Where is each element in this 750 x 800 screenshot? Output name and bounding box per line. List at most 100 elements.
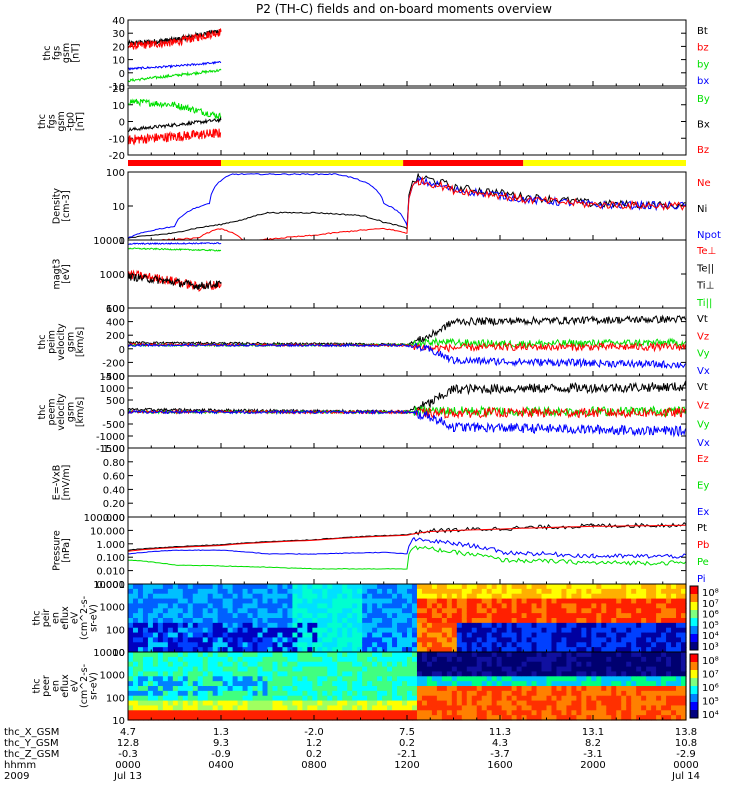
- spectrogram-cell: [411, 622, 418, 629]
- spectrogram-cell: [676, 647, 682, 653]
- spectrogram-cell: [576, 627, 582, 634]
- spectrogram-cell: [162, 661, 169, 668]
- spectrogram-cell: [511, 618, 518, 624]
- spectrogram-cell: [377, 690, 383, 697]
- spectrogram-cell: [277, 608, 284, 614]
- colorbar-step: [690, 602, 698, 611]
- spectrogram-cell: [411, 637, 418, 643]
- spectrogram-cell: [207, 618, 214, 624]
- spectrogram-cell: [511, 700, 518, 707]
- spectrogram-cell: [137, 598, 144, 605]
- spectrogram-cell: [337, 671, 343, 677]
- y-tick-label: 1000: [100, 671, 125, 682]
- spectrogram-cell: [611, 710, 617, 716]
- spectrogram-cell: [451, 593, 458, 600]
- spectrogram-cell: [501, 647, 508, 653]
- spectrogram-cell: [342, 686, 348, 692]
- spectrogram-cell: [277, 695, 284, 702]
- spectrogram-cell: [142, 671, 149, 677]
- spectrogram-cell: [571, 690, 577, 697]
- spectrogram-cell: [132, 710, 139, 716]
- spectrogram-cell: [377, 603, 383, 609]
- spectrogram-cell: [646, 705, 652, 711]
- spectrogram-cell: [411, 613, 418, 619]
- spectrogram-cell: [426, 710, 433, 716]
- spectrogram-cell: [157, 656, 164, 663]
- spectrogram-cell: [217, 705, 224, 711]
- spectrogram-cell: [182, 618, 189, 624]
- spectrogram-cell: [511, 695, 518, 702]
- spectrogram-cell: [631, 627, 637, 634]
- panel-data: [127, 173, 687, 241]
- spectrogram-cell: [426, 613, 433, 619]
- y-axis-label: fgs: [51, 46, 62, 60]
- spectrogram-cell: [601, 637, 607, 643]
- spectrogram-cell: [516, 661, 523, 668]
- spectrogram-cell: [257, 676, 264, 682]
- spectrogram-cell: [626, 622, 632, 629]
- spectrogram-cell: [601, 686, 607, 692]
- spectrogram-cell: [242, 690, 249, 697]
- spectrogram-cell: [247, 686, 254, 692]
- spectrogram-cell: [372, 588, 378, 595]
- spectrogram-cell: [382, 608, 388, 614]
- spectrogram-cell: [576, 695, 582, 702]
- spectrogram-cell: [367, 710, 373, 716]
- spectrogram-cell: [252, 632, 259, 639]
- spectrogram-cell: [531, 613, 538, 619]
- spectrogram-cell: [407, 637, 413, 643]
- spectrogram-cell: [536, 588, 543, 595]
- spectrogram-cell: [636, 676, 642, 682]
- spectrogram-cell: [501, 593, 508, 600]
- spectrogram-cell: [416, 661, 423, 668]
- spectrogram-cell: [342, 584, 348, 590]
- spectrogram-cell: [132, 637, 139, 643]
- spectrogram-cell: [556, 642, 563, 648]
- spectrogram-cell: [222, 656, 229, 663]
- spectrogram-cell: [636, 695, 642, 702]
- spectrogram-cell: [367, 652, 373, 658]
- spectrogram-cell: [187, 661, 194, 668]
- spectrogram-cell: [317, 715, 323, 721]
- spectrogram-cell: [606, 652, 612, 658]
- figure-title: P2 (TH-C) fields and on-board moments ov…: [256, 2, 552, 16]
- spectrogram-cell: [247, 710, 254, 716]
- spectrogram-cell: [162, 681, 169, 687]
- spectrogram-cell: [621, 715, 627, 721]
- spectrogram-cell: [377, 584, 383, 590]
- spectrogram-cell: [232, 637, 239, 643]
- spectrogram-cell: [561, 588, 568, 595]
- spectrogram-cell: [456, 705, 463, 711]
- spectrogram-cell: [421, 671, 428, 677]
- spectrogram-cell: [232, 613, 239, 619]
- spectrogram-cell: [227, 593, 234, 600]
- spectrogram-cell: [426, 681, 433, 687]
- spectrogram-cell: [656, 690, 662, 697]
- spectrogram-cell: [282, 608, 289, 614]
- spectrogram-cell: [681, 647, 687, 653]
- spectrogram-cell: [616, 647, 622, 653]
- spectrogram-cell: [576, 622, 582, 629]
- spectrogram-cell: [651, 622, 657, 629]
- spectrogram-cell: [541, 700, 548, 707]
- spectrogram-cell: [431, 700, 438, 707]
- y-axis-label: [km/s]: [75, 327, 86, 357]
- spectrogram-cell: [681, 715, 687, 721]
- spectrogram-cell: [397, 652, 403, 658]
- spectrogram-cell: [187, 686, 194, 692]
- spectrogram-cell: [282, 700, 289, 707]
- spectrogram-cell: [362, 593, 368, 600]
- spectrogram-cell: [232, 661, 239, 668]
- spectrogram-cell: [242, 647, 249, 653]
- spectrogram-cell: [317, 661, 323, 668]
- mode-bar-segment: [403, 160, 524, 166]
- spectrogram-cell: [342, 656, 348, 663]
- spectrogram-cell: [362, 618, 368, 624]
- spectrogram-cell: [461, 715, 468, 721]
- spectrogram-cell: [297, 647, 303, 653]
- legend-Ti||: Ti||: [696, 298, 712, 309]
- spectrogram-cell: [347, 671, 353, 677]
- spectrogram-cell: [486, 632, 493, 639]
- spectrogram-cell: [456, 622, 463, 629]
- spectrogram-cell: [222, 661, 229, 668]
